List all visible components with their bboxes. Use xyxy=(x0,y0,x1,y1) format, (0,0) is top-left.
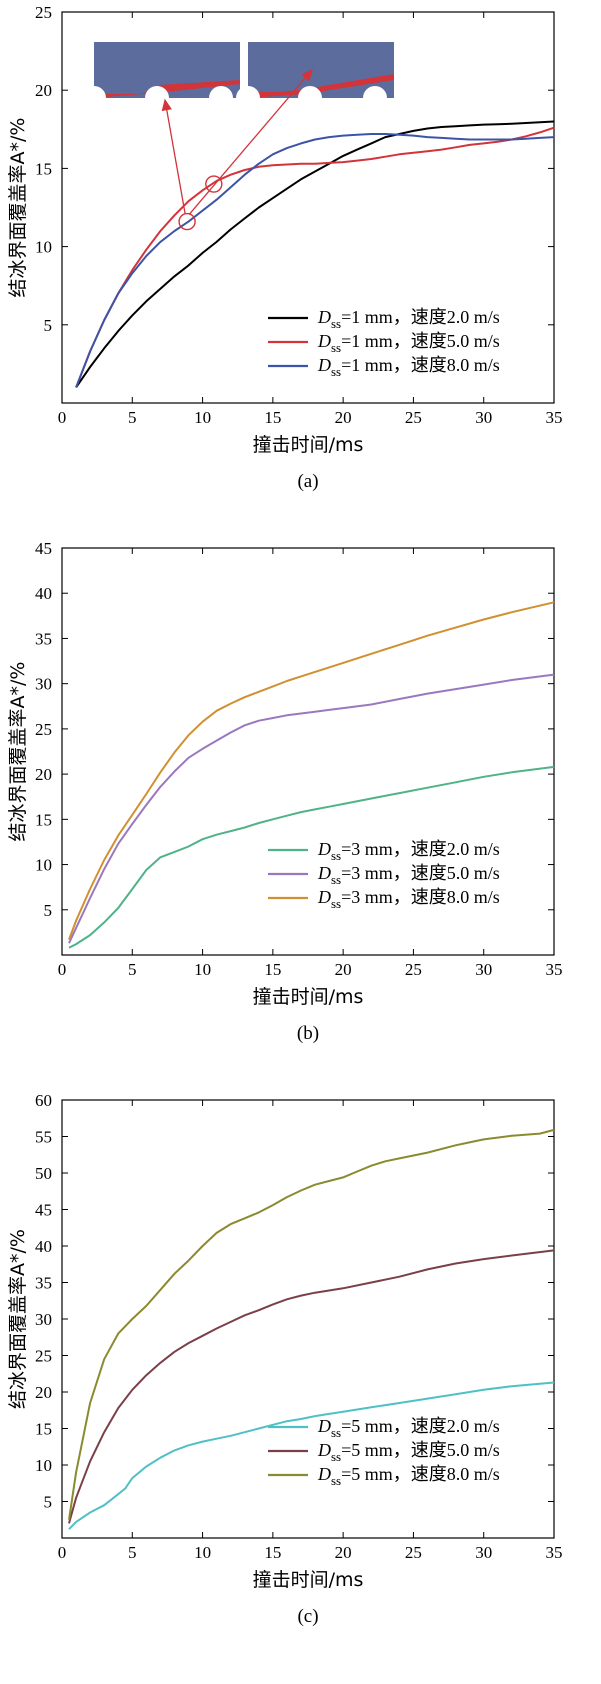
x-tick-label: 20 xyxy=(335,408,352,427)
y-tick-label: 25 xyxy=(35,1347,52,1366)
x-tick-label: 30 xyxy=(475,960,492,979)
chart-panel-1: 0 5 10 15 20 25 30 35 5 10 15 20 25 撞击时间/ms 结冰界面覆盖率A*/… xyxy=(7,3,563,492)
series-line-1 xyxy=(75,120,555,388)
inset-simulation-images xyxy=(82,42,394,231)
x-tick-label: 15 xyxy=(264,408,281,427)
inset-pore-3 xyxy=(298,86,322,110)
y-tick-label: 15 xyxy=(35,1420,52,1439)
x-tick-label: 20 xyxy=(335,960,352,979)
x-tick-label: 15 xyxy=(264,1543,281,1562)
legend-label-2: Dss=5 mm，速度5.0 m/s xyxy=(317,1440,500,1464)
x-tick-label: 0 xyxy=(58,408,67,427)
inset-pore-4 xyxy=(363,86,387,110)
series-line-3 xyxy=(68,1128,555,1520)
y-tick-label: 55 xyxy=(35,1128,52,1147)
series-line-2 xyxy=(68,673,555,944)
y-tick-label: 45 xyxy=(35,539,52,558)
x-axis-label: 撞击时间/ms xyxy=(253,986,364,1008)
y-tick-label: 50 xyxy=(35,1164,52,1183)
x-axis-label: 撞击时间/ms xyxy=(253,434,364,456)
x-tick-label: 5 xyxy=(128,408,137,427)
x-tick-label: 25 xyxy=(405,960,422,979)
legend-label-3: Dss=3 mm，速度8.0 m/s xyxy=(317,887,500,911)
y-tick-label: 15 xyxy=(35,810,52,829)
y-tick-label: 5 xyxy=(44,316,53,335)
x-tick-label: 10 xyxy=(194,960,211,979)
y-tick-label: 60 xyxy=(35,1091,52,1110)
y-tick-label: 10 xyxy=(35,1456,52,1475)
y-axis-label: 结冰界面覆盖率A*/% xyxy=(7,662,29,842)
plot-frame xyxy=(61,547,555,956)
panel-caption: (b) xyxy=(297,1023,319,1044)
x-tick-label: 15 xyxy=(264,960,281,979)
legend-label-2: Dss=1 mm，速度5.0 m/s xyxy=(317,331,500,355)
y-tick-label: 5 xyxy=(44,1493,53,1512)
series-line-3 xyxy=(75,133,555,388)
y-tick-label: 40 xyxy=(35,1237,52,1256)
callout-arrow-2 xyxy=(188,69,313,215)
callout-arrow-1 xyxy=(161,98,186,214)
x-tick-label: 5 xyxy=(128,960,137,979)
y-tick-label: 45 xyxy=(35,1201,52,1220)
x-tick-label: 30 xyxy=(475,1543,492,1562)
y-tick-label: 20 xyxy=(35,765,52,784)
inset-pore-0 xyxy=(82,86,106,110)
y-tick-label: 25 xyxy=(35,3,52,22)
legend-label-1: Dss=3 mm，速度2.0 m/s xyxy=(317,839,500,863)
legend-label-1: Dss=1 mm，速度2.0 m/s xyxy=(317,307,500,331)
x-tick-label: 10 xyxy=(194,1543,211,1562)
y-tick-label: 20 xyxy=(35,1383,52,1402)
y-tick-label: 10 xyxy=(35,238,52,257)
x-tick-label: 0 xyxy=(58,1543,67,1562)
x-tick-label: 20 xyxy=(335,1543,352,1562)
y-axis-label: 结冰界面覆盖率A*/% xyxy=(7,118,29,298)
inset-ice-right xyxy=(248,74,394,98)
series-line-1 xyxy=(68,765,555,949)
callout-circle-1 xyxy=(178,212,196,231)
y-tick-label: 10 xyxy=(35,856,52,875)
y-tick-label: 35 xyxy=(35,629,52,648)
series-line-2 xyxy=(68,1249,555,1524)
y-tick-label: 35 xyxy=(35,1274,52,1293)
x-tick-label: 30 xyxy=(475,408,492,427)
y-tick-label: 15 xyxy=(35,159,52,178)
inset-pore-1 xyxy=(145,86,169,110)
legend-label-3: Dss=1 mm，速度8.0 m/s xyxy=(317,355,500,379)
legend-label-3: Dss=5 mm，速度8.0 m/s xyxy=(317,1464,500,1488)
y-axis-label: 结冰界面覆盖率A*/% xyxy=(7,1229,29,1409)
y-tick-label: 5 xyxy=(44,901,53,920)
x-tick-label: 35 xyxy=(546,408,563,427)
series-line-3 xyxy=(68,601,555,940)
x-tick-label: 0 xyxy=(58,960,67,979)
legend-label-2: Dss=3 mm，速度5.0 m/s xyxy=(317,863,500,887)
inset-pore-5 xyxy=(236,86,260,110)
inset-pore-2 xyxy=(209,86,233,110)
y-tick-label: 40 xyxy=(35,584,52,603)
x-tick-label: 35 xyxy=(546,960,563,979)
y-tick-label: 30 xyxy=(35,675,52,694)
chart-panel-3: 0 5 10 15 20 25 30 35 5 10 15 20 25 30 35 40 45 50 55 60 撞击时… xyxy=(7,1091,563,1627)
inset-ice-left xyxy=(94,80,240,98)
series-line-1 xyxy=(68,1381,555,1530)
x-axis-label: 撞击时间/ms xyxy=(253,1569,364,1591)
y-tick-label: 30 xyxy=(35,1310,52,1329)
x-tick-label: 35 xyxy=(546,1543,563,1562)
plot-frame xyxy=(61,11,555,404)
chart-panel-2: 0 5 10 15 20 25 30 35 5 10 15 20 25 30 35 40 45 撞击时间/ms 结冰… xyxy=(7,539,563,1044)
y-tick-label: 25 xyxy=(35,720,52,739)
x-tick-label: 25 xyxy=(405,408,422,427)
series-line-2 xyxy=(75,126,555,388)
panel-caption: (a) xyxy=(297,471,318,492)
x-tick-label: 5 xyxy=(128,1543,137,1562)
legend-label-1: Dss=5 mm，速度2.0 m/s xyxy=(317,1416,500,1440)
panel-caption: (c) xyxy=(297,1606,318,1627)
x-tick-label: 10 xyxy=(194,408,211,427)
y-tick-label: 20 xyxy=(35,81,52,100)
x-tick-label: 25 xyxy=(405,1543,422,1562)
callout-circle-2 xyxy=(205,175,223,193)
